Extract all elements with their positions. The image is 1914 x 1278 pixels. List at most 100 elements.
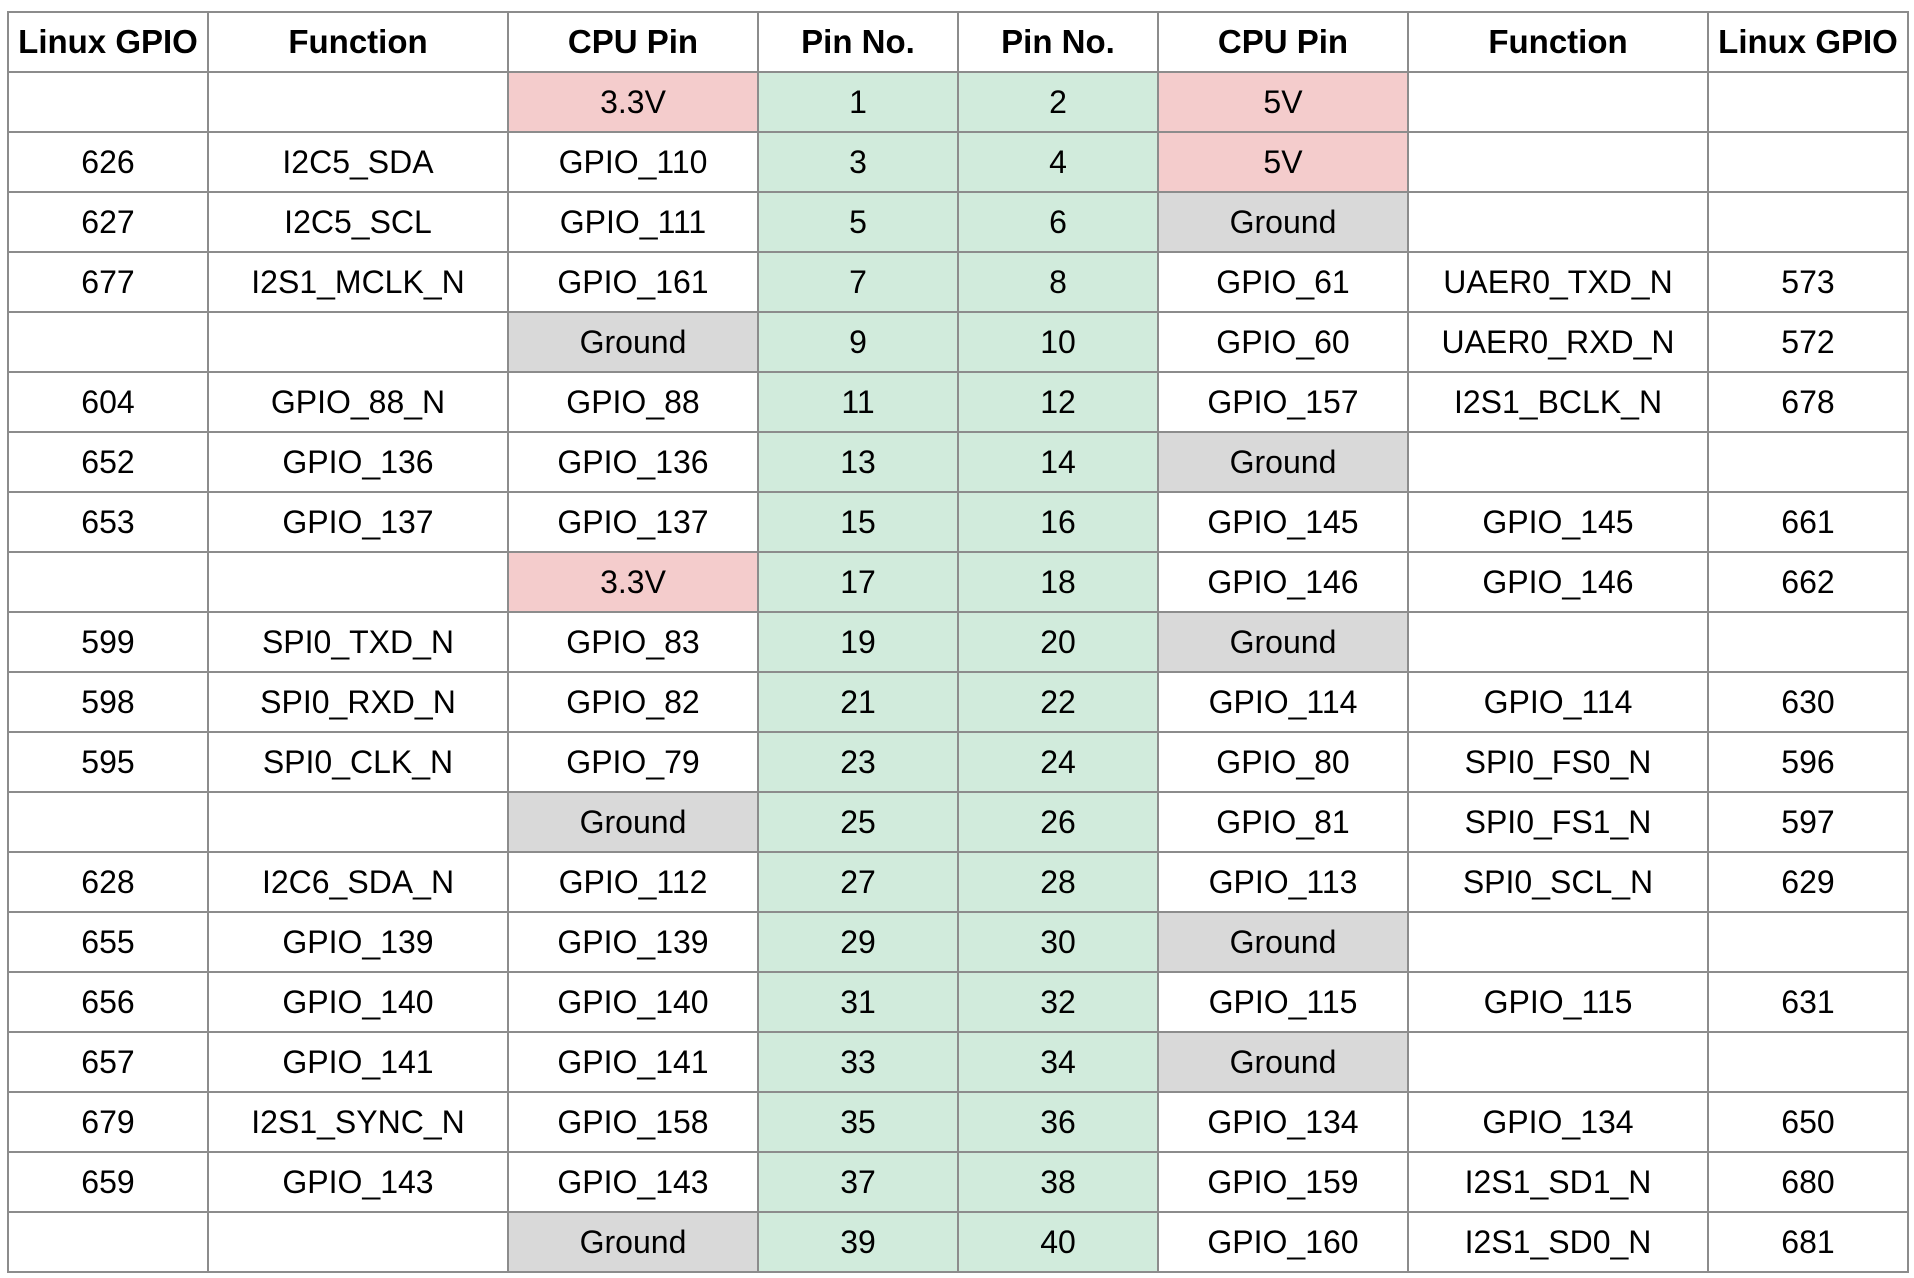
right-cpu-pin-cell: GPIO_146 — [1157, 551, 1409, 613]
right-pin-number-cell: 4 — [957, 131, 1159, 193]
left-linux-gpio-cell: 655 — [7, 911, 209, 973]
right-linux-gpio-cell: 650 — [1707, 1091, 1909, 1153]
left-cpu-pin-cell: GPIO_139 — [507, 911, 759, 973]
right-function-cell: SPI0_FS1_N — [1407, 791, 1709, 853]
left-function-cell: I2S1_SYNC_N — [207, 1091, 509, 1153]
left-pin-number-cell: 31 — [757, 971, 959, 1033]
right-linux-gpio-cell — [1707, 911, 1909, 973]
left-cpu-pin-cell: GPIO_143 — [507, 1151, 759, 1213]
right-pin-number-cell: 28 — [957, 851, 1159, 913]
right-pin-number-cell: 10 — [957, 311, 1159, 373]
table-row: 3.3V 17 18 GPIO_146 GPIO_146 662 — [7, 551, 1909, 613]
left-linux-gpio-cell: 628 — [7, 851, 209, 913]
right-function-cell — [1407, 1031, 1709, 1093]
left-function-cell — [207, 791, 509, 853]
left-cpu-pin-cell: GPIO_111 — [507, 191, 759, 253]
right-pin-number-cell: 16 — [957, 491, 1159, 553]
left-function-cell: GPIO_139 — [207, 911, 509, 973]
left-linux-gpio-cell — [7, 1211, 209, 1273]
left-function-cell: GPIO_141 — [207, 1031, 509, 1093]
right-function-cell: UAER0_TXD_N — [1407, 251, 1709, 313]
right-cpu-pin-cell: Ground — [1157, 911, 1409, 973]
left-pin-number-cell: 27 — [757, 851, 959, 913]
table-row: Ground 25 26 GPIO_81 SPI0_FS1_N 597 — [7, 791, 1909, 853]
left-pin-number-cell: 7 — [757, 251, 959, 313]
right-function-cell — [1407, 191, 1709, 253]
header-cpu-pin-left: CPU Pin — [507, 11, 759, 73]
left-pin-number-cell: 39 — [757, 1211, 959, 1273]
left-cpu-pin-cell: GPIO_82 — [507, 671, 759, 733]
right-cpu-pin-cell: 5V — [1157, 131, 1409, 193]
right-function-cell — [1407, 431, 1709, 493]
left-function-cell: I2S1_MCLK_N — [207, 251, 509, 313]
right-function-cell: GPIO_145 — [1407, 491, 1709, 553]
left-linux-gpio-cell: 657 — [7, 1031, 209, 1093]
left-linux-gpio-cell: 627 — [7, 191, 209, 253]
right-pin-number-cell: 22 — [957, 671, 1159, 733]
left-function-cell — [207, 71, 509, 133]
left-pin-number-cell: 13 — [757, 431, 959, 493]
table-row: 595 SPI0_CLK_N GPIO_79 23 24 GPIO_80 SPI0_FS0_… — [7, 731, 1909, 793]
right-cpu-pin-cell: GPIO_80 — [1157, 731, 1409, 793]
left-linux-gpio-cell: 626 — [7, 131, 209, 193]
right-linux-gpio-cell: 597 — [1707, 791, 1909, 853]
header-cpu-pin-right: CPU Pin — [1157, 11, 1409, 73]
left-cpu-pin-cell: GPIO_136 — [507, 431, 759, 493]
left-pin-number-cell: 9 — [757, 311, 959, 373]
left-pin-number-cell: 37 — [757, 1151, 959, 1213]
left-cpu-pin-cell: GPIO_110 — [507, 131, 759, 193]
left-pin-number-cell: 17 — [757, 551, 959, 613]
left-pin-number-cell: 35 — [757, 1091, 959, 1153]
right-function-cell: SPI0_FS0_N — [1407, 731, 1709, 793]
left-linux-gpio-cell: 604 — [7, 371, 209, 433]
left-linux-gpio-cell: 677 — [7, 251, 209, 313]
left-function-cell: SPI0_RXD_N — [207, 671, 509, 733]
right-cpu-pin-cell: Ground — [1157, 431, 1409, 493]
right-function-cell: UAER0_RXD_N — [1407, 311, 1709, 373]
right-cpu-pin-cell: GPIO_60 — [1157, 311, 1409, 373]
table-row: 656 GPIO_140 GPIO_140 31 32 GPIO_115 GPIO_115 6… — [7, 971, 1909, 1033]
right-function-cell: GPIO_134 — [1407, 1091, 1709, 1153]
table-row: 653 GPIO_137 GPIO_137 15 16 GPIO_145 GPIO_145 6… — [7, 491, 1909, 553]
left-pin-number-cell: 1 — [757, 71, 959, 133]
left-linux-gpio-cell: 656 — [7, 971, 209, 1033]
right-pin-number-cell: 12 — [957, 371, 1159, 433]
right-cpu-pin-cell: GPIO_159 — [1157, 1151, 1409, 1213]
right-function-cell: I2S1_SD1_N — [1407, 1151, 1709, 1213]
left-function-cell: GPIO_140 — [207, 971, 509, 1033]
left-linux-gpio-cell: 652 — [7, 431, 209, 493]
table-row: Ground 39 40 GPIO_160 I2S1_SD0_N 681 — [7, 1211, 1909, 1273]
left-function-cell: GPIO_137 — [207, 491, 509, 553]
table-row: 604 GPIO_88_N GPIO_88 11 12 GPIO_157 I2S1_BCLK… — [7, 371, 1909, 433]
left-linux-gpio-cell — [7, 71, 209, 133]
right-cpu-pin-cell: GPIO_157 — [1157, 371, 1409, 433]
right-linux-gpio-cell: 631 — [1707, 971, 1909, 1033]
left-pin-number-cell: 5 — [757, 191, 959, 253]
left-pin-number-cell: 11 — [757, 371, 959, 433]
table-row: Ground 9 10 GPIO_60 UAER0_RXD_N 572 — [7, 311, 1909, 373]
left-linux-gpio-cell — [7, 551, 209, 613]
left-linux-gpio-cell — [7, 311, 209, 373]
right-cpu-pin-cell: GPIO_81 — [1157, 791, 1409, 853]
left-cpu-pin-cell: GPIO_88 — [507, 371, 759, 433]
left-function-cell — [207, 311, 509, 373]
header-linux-gpio-right: Linux GPIO — [1707, 11, 1909, 73]
right-linux-gpio-cell: 678 — [1707, 371, 1909, 433]
left-cpu-pin-cell: Ground — [507, 1211, 759, 1273]
right-pin-number-cell: 40 — [957, 1211, 1159, 1273]
table-row: 679 I2S1_SYNC_N GPIO_158 35 36 GPIO_134 GPIO_1… — [7, 1091, 1909, 1153]
right-linux-gpio-cell: 662 — [1707, 551, 1909, 613]
left-cpu-pin-cell: GPIO_158 — [507, 1091, 759, 1153]
right-linux-gpio-cell: 680 — [1707, 1151, 1909, 1213]
right-function-cell — [1407, 611, 1709, 673]
left-function-cell: GPIO_136 — [207, 431, 509, 493]
left-function-cell: SPI0_CLK_N — [207, 731, 509, 793]
left-pin-number-cell: 3 — [757, 131, 959, 193]
left-cpu-pin-cell: GPIO_141 — [507, 1031, 759, 1093]
left-function-cell: GPIO_88_N — [207, 371, 509, 433]
right-function-cell: GPIO_115 — [1407, 971, 1709, 1033]
right-cpu-pin-cell: Ground — [1157, 191, 1409, 253]
left-cpu-pin-cell: GPIO_79 — [507, 731, 759, 793]
left-function-cell: GPIO_143 — [207, 1151, 509, 1213]
right-linux-gpio-cell — [1707, 71, 1909, 133]
